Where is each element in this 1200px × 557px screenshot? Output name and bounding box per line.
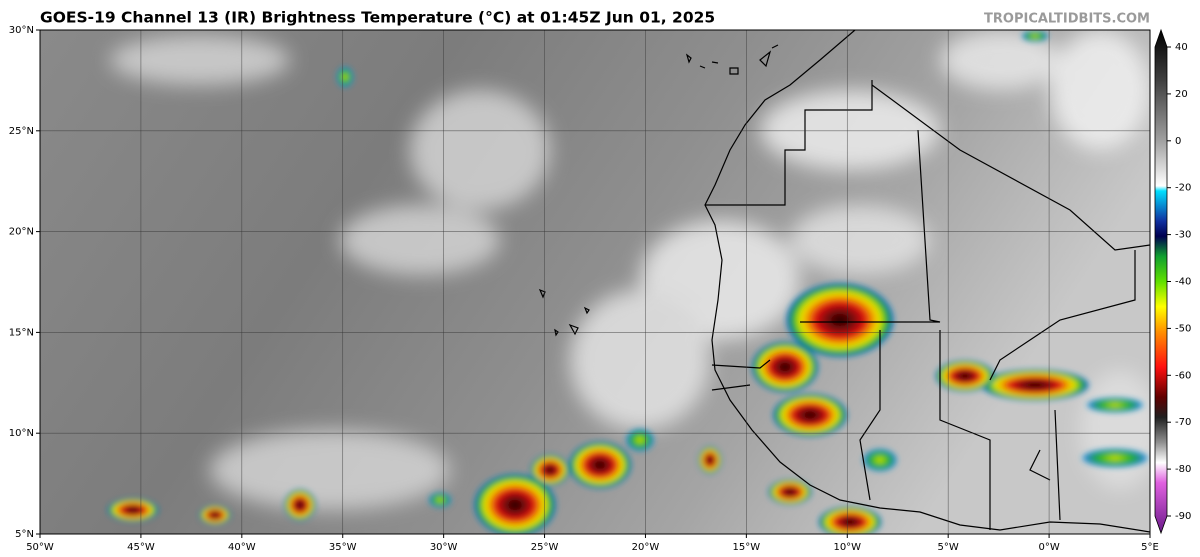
colorbar: [1154, 28, 1168, 535]
lat-label: 15°N: [9, 327, 34, 338]
lon-label: 0°W: [1038, 542, 1059, 553]
lon-label: 30°W: [430, 542, 458, 553]
coastlines: [538, 30, 1150, 533]
lon-label: 35°W: [329, 542, 357, 553]
graticule: [40, 30, 1150, 534]
colorbar-tick-label: -60: [1175, 370, 1191, 381]
lat-label: 20°N: [9, 227, 34, 238]
colorbar-tick-label: 0: [1175, 136, 1181, 147]
colorbar-tick-label: 40: [1175, 42, 1188, 53]
colorbar-tick-label: -90: [1175, 511, 1191, 522]
colorbar-tick-label: -30: [1175, 230, 1191, 241]
lon-label: 5°W: [938, 542, 959, 553]
lon-label: 20°W: [632, 542, 660, 553]
lon-label: 40°W: [228, 542, 256, 553]
lat-label: 10°N: [9, 428, 34, 439]
colorbar-tick-label: 20: [1175, 89, 1188, 100]
colorbar-tick-label: -80: [1175, 464, 1191, 475]
satellite-imagery: [40, 30, 1150, 534]
colorbar-tick-label: -50: [1175, 323, 1191, 334]
colorbar-tick-label: -20: [1175, 183, 1191, 194]
map-frame: [39, 29, 1151, 535]
lat-label: 25°N: [9, 126, 34, 137]
lon-label: 10°W: [833, 542, 861, 553]
lon-label: 45°W: [127, 542, 155, 553]
lon-label: 15°W: [733, 542, 761, 553]
lat-label: 30°N: [9, 25, 34, 36]
map-title: GOES-19 Channel 13 (IR) Brightness Tempe…: [40, 9, 715, 27]
colorbar-tick-label: -70: [1175, 417, 1191, 428]
lon-label: 25°W: [531, 542, 559, 553]
watermark: TROPICALTIDBITS.COM: [984, 12, 1150, 27]
lon-label: 50°W: [26, 542, 54, 553]
lat-label: 5°N: [15, 529, 34, 540]
colorbar-tick-label: -40: [1175, 277, 1191, 288]
lon-label: 5°E: [1141, 542, 1159, 553]
